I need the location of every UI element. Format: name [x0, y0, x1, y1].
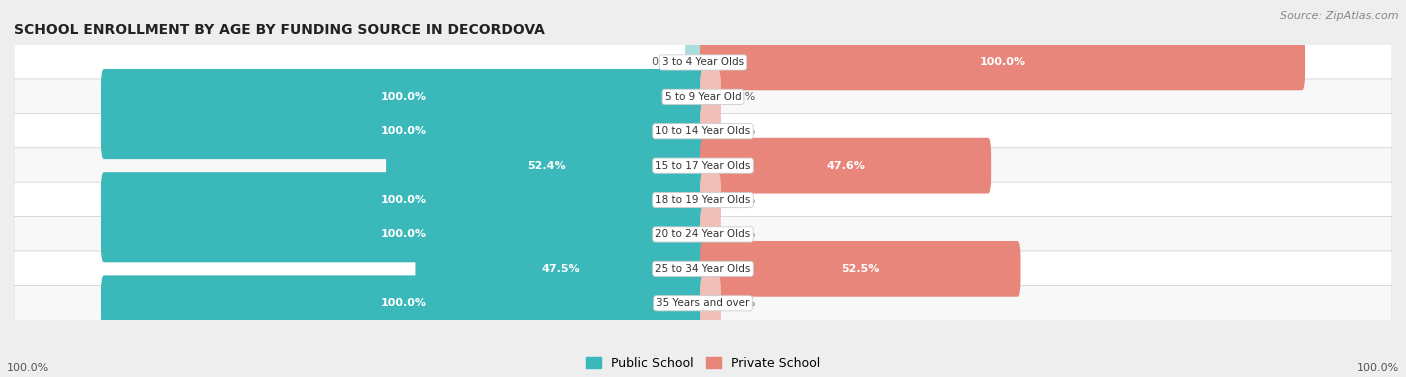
FancyBboxPatch shape — [700, 172, 721, 228]
Text: 52.5%: 52.5% — [841, 264, 879, 274]
Text: 35 Years and over: 35 Years and over — [657, 298, 749, 308]
FancyBboxPatch shape — [387, 138, 706, 193]
Text: 100.0%: 100.0% — [381, 126, 426, 136]
Text: 100.0%: 100.0% — [1357, 363, 1399, 373]
Text: 0.0%: 0.0% — [727, 92, 755, 102]
FancyBboxPatch shape — [14, 285, 1392, 321]
Text: 100.0%: 100.0% — [7, 363, 49, 373]
FancyBboxPatch shape — [700, 35, 1305, 90]
FancyBboxPatch shape — [700, 103, 721, 159]
FancyBboxPatch shape — [14, 182, 1392, 218]
FancyBboxPatch shape — [14, 44, 1392, 80]
Text: 47.5%: 47.5% — [541, 264, 581, 274]
FancyBboxPatch shape — [14, 113, 1392, 149]
Text: 100.0%: 100.0% — [980, 57, 1025, 67]
Text: 0.0%: 0.0% — [727, 230, 755, 239]
Text: 47.6%: 47.6% — [827, 161, 865, 171]
Text: 15 to 17 Year Olds: 15 to 17 Year Olds — [655, 161, 751, 171]
Text: 100.0%: 100.0% — [381, 195, 426, 205]
Text: 0.0%: 0.0% — [727, 195, 755, 205]
FancyBboxPatch shape — [101, 172, 706, 228]
Text: 100.0%: 100.0% — [381, 230, 426, 239]
FancyBboxPatch shape — [101, 207, 706, 262]
FancyBboxPatch shape — [14, 216, 1392, 252]
Text: 100.0%: 100.0% — [381, 298, 426, 308]
Text: 25 to 34 Year Olds: 25 to 34 Year Olds — [655, 264, 751, 274]
Text: SCHOOL ENROLLMENT BY AGE BY FUNDING SOURCE IN DECORDOVA: SCHOOL ENROLLMENT BY AGE BY FUNDING SOUR… — [14, 23, 546, 37]
Text: 52.4%: 52.4% — [527, 161, 565, 171]
Text: 5 to 9 Year Old: 5 to 9 Year Old — [665, 92, 741, 102]
Text: 100.0%: 100.0% — [381, 92, 426, 102]
Text: 0.0%: 0.0% — [651, 57, 679, 67]
FancyBboxPatch shape — [101, 103, 706, 159]
Text: 20 to 24 Year Olds: 20 to 24 Year Olds — [655, 230, 751, 239]
FancyBboxPatch shape — [101, 69, 706, 125]
FancyBboxPatch shape — [14, 148, 1392, 184]
FancyBboxPatch shape — [14, 251, 1392, 287]
Text: 10 to 14 Year Olds: 10 to 14 Year Olds — [655, 126, 751, 136]
FancyBboxPatch shape — [700, 275, 721, 331]
FancyBboxPatch shape — [14, 79, 1392, 115]
FancyBboxPatch shape — [700, 207, 721, 262]
FancyBboxPatch shape — [700, 69, 721, 125]
Legend: Public School, Private School: Public School, Private School — [581, 352, 825, 375]
FancyBboxPatch shape — [415, 241, 706, 297]
Text: 0.0%: 0.0% — [727, 298, 755, 308]
FancyBboxPatch shape — [700, 241, 1021, 297]
Text: 0.0%: 0.0% — [727, 126, 755, 136]
FancyBboxPatch shape — [685, 35, 706, 90]
FancyBboxPatch shape — [700, 138, 991, 193]
Text: Source: ZipAtlas.com: Source: ZipAtlas.com — [1281, 11, 1399, 21]
FancyBboxPatch shape — [101, 275, 706, 331]
Text: 18 to 19 Year Olds: 18 to 19 Year Olds — [655, 195, 751, 205]
Text: 3 to 4 Year Olds: 3 to 4 Year Olds — [662, 57, 744, 67]
